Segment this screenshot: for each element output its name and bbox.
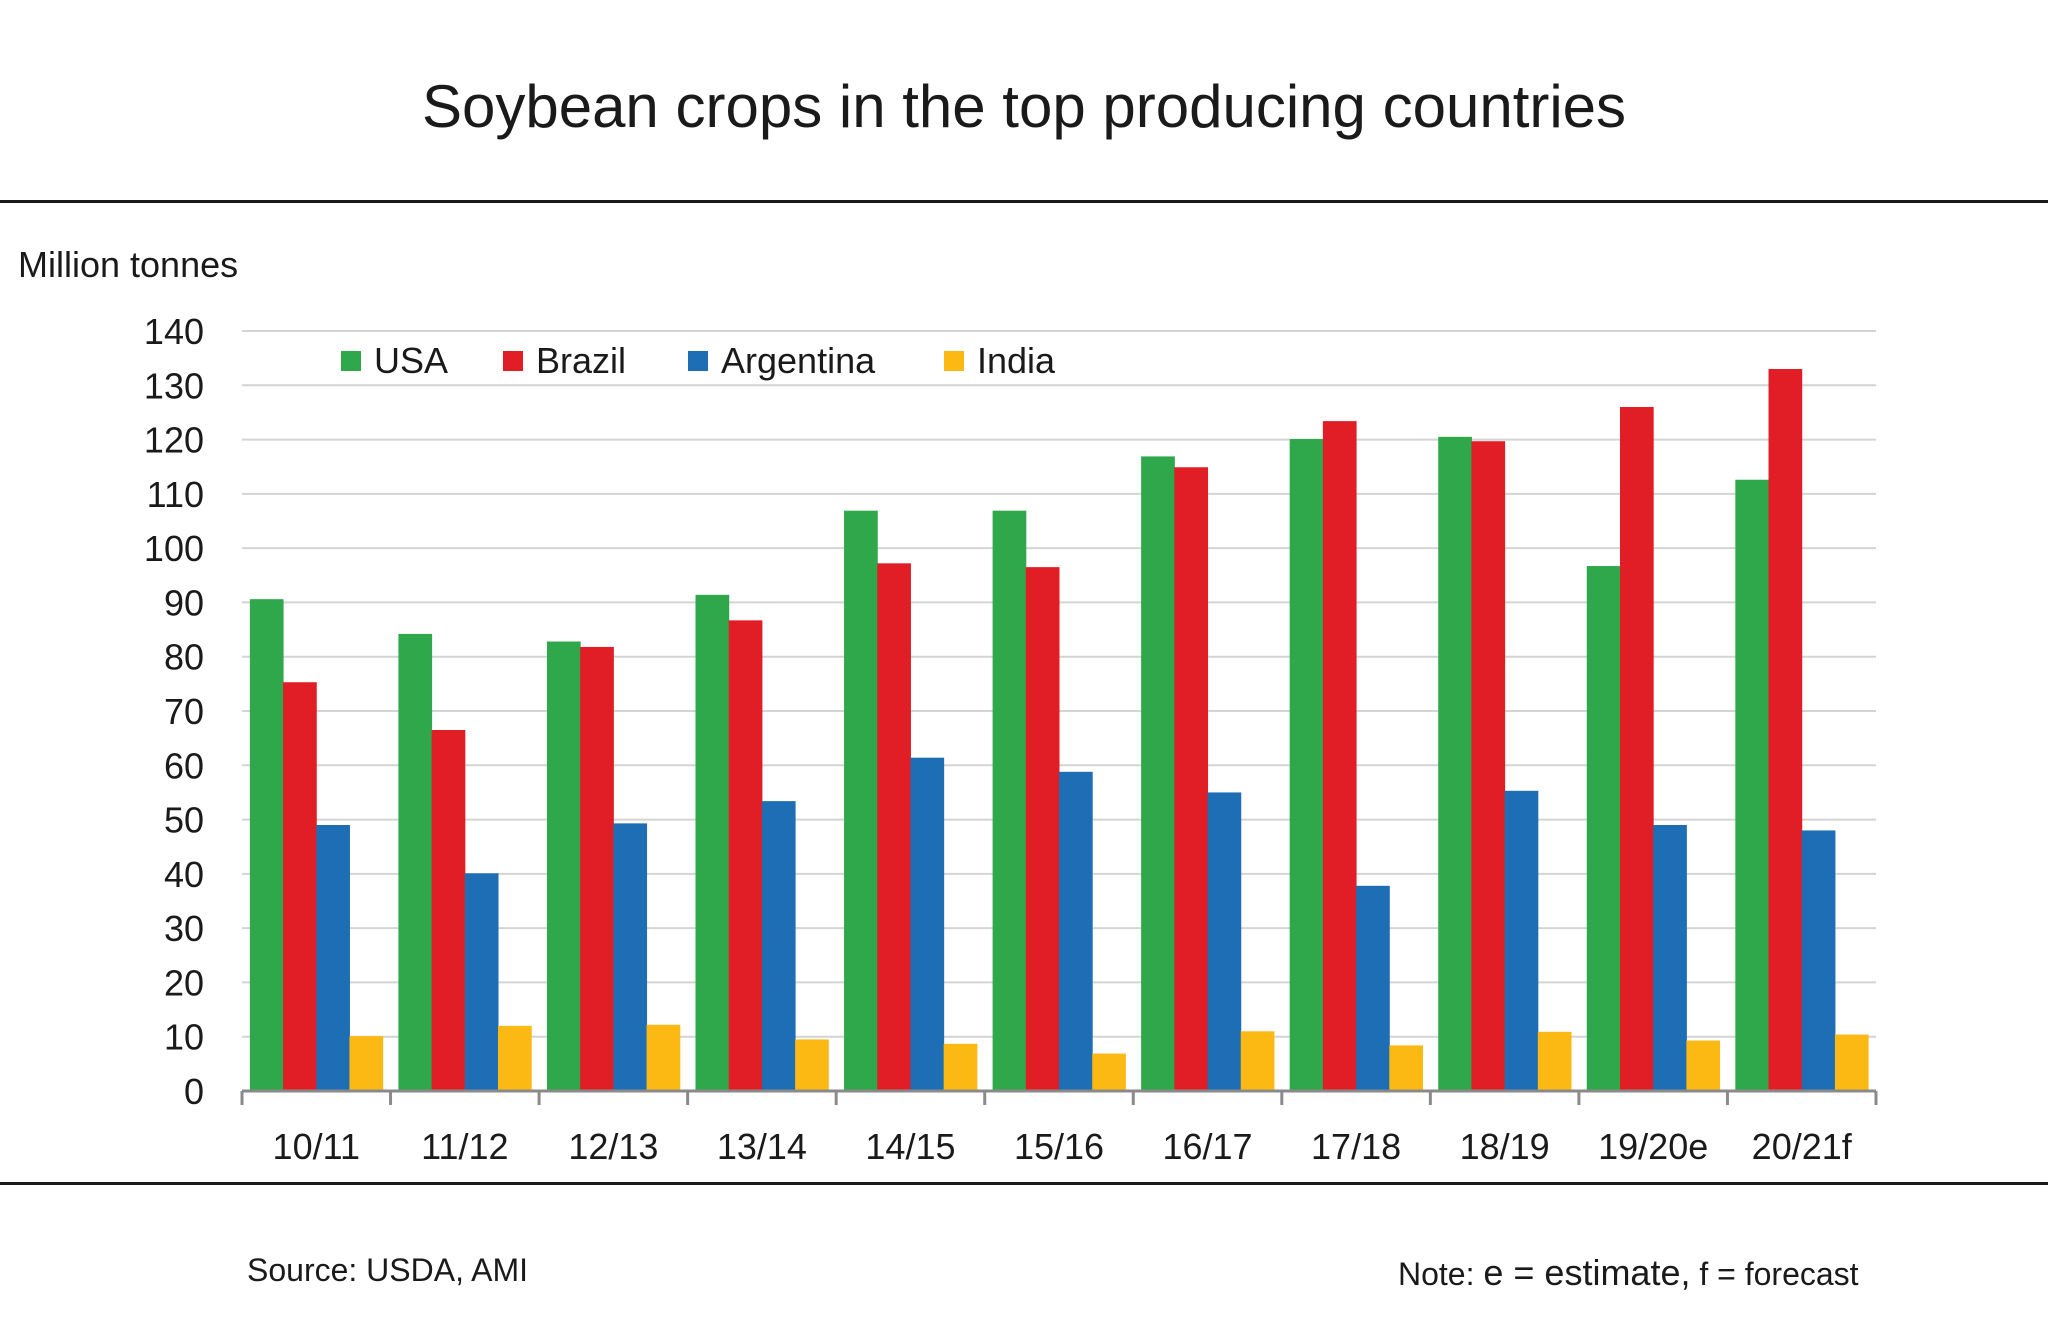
bar-usa xyxy=(844,510,878,1092)
x-axis: 10/11 11/12 12/13 13/14 14/15 15/16 16/17 17/18… xyxy=(240,1089,1878,1167)
bar-brazil xyxy=(580,646,614,1091)
bar-brazil xyxy=(1619,407,1654,1091)
bar-india xyxy=(795,1039,829,1091)
bar-argentina xyxy=(1356,885,1390,1091)
bar-usa xyxy=(1586,566,1621,1091)
bar-usa xyxy=(695,594,730,1091)
bar-argentina xyxy=(1207,792,1242,1091)
y-tick-label: 80 xyxy=(164,637,204,678)
y-tick-label: 130 xyxy=(144,365,204,406)
chart-title: Soybean crops in the top producing count… xyxy=(421,73,1627,140)
y-tick-label: 60 xyxy=(164,745,204,786)
bar-usa xyxy=(992,510,1027,1092)
bar-brazil xyxy=(1025,567,1060,1091)
y-tick-label: 100 xyxy=(144,528,204,569)
legend-swatch-argentina xyxy=(688,351,708,371)
x-tick-label: 13/14 xyxy=(717,1126,807,1167)
bar-usa xyxy=(546,641,581,1091)
bar-india xyxy=(498,1025,532,1091)
source-note: Source: USDA, AMI xyxy=(247,1252,528,1288)
footnote-estimate: e = estimate, xyxy=(1483,1252,1691,1293)
bar-argentina xyxy=(761,801,796,1091)
bar-argentina xyxy=(1059,771,1093,1091)
bar-usa xyxy=(398,633,433,1091)
legend-swatch-brazil xyxy=(503,351,523,371)
bar-argentina xyxy=(1801,830,1836,1091)
bar-chart: 0 10 20 30 40 50 60 70 80 90 100 110 120 130 140 10/11… xyxy=(144,311,1878,1167)
legend: USA Brazil Argentina India xyxy=(341,340,1056,381)
bar-argentina xyxy=(613,823,648,1091)
bar-india xyxy=(1240,1031,1275,1091)
legend-label-india: India xyxy=(977,340,1056,381)
x-tick-label: 12/13 xyxy=(568,1126,658,1167)
footnote: Note: e = estimate, f = forecast xyxy=(1398,1252,1859,1294)
y-axis-ticks: 0 10 20 30 40 50 60 70 80 90 100 110 120 130 140 xyxy=(144,311,204,1112)
y-tick-label: 90 xyxy=(164,582,204,623)
bar-argentina xyxy=(1653,825,1687,1091)
y-axis-unit-label: Million tonnes xyxy=(18,244,239,285)
bar-brazil xyxy=(431,730,466,1091)
bar-india xyxy=(1092,1053,1126,1091)
bar-usa xyxy=(1735,479,1770,1091)
y-tick-label: 0 xyxy=(184,1071,204,1112)
bar-usa xyxy=(249,599,284,1091)
x-tick-label: 16/17 xyxy=(1162,1126,1252,1167)
bar-argentina xyxy=(1504,790,1539,1091)
x-tick-label: 19/20e xyxy=(1598,1126,1708,1167)
bar-brazil xyxy=(1768,369,1803,1091)
bar-india xyxy=(646,1024,681,1091)
bar-argentina xyxy=(464,873,499,1091)
bar-brazil xyxy=(728,620,763,1091)
bar-usa xyxy=(1141,456,1175,1091)
y-tick-label: 10 xyxy=(164,1017,204,1058)
y-tick-label: 20 xyxy=(164,962,204,1003)
bar-india xyxy=(1686,1040,1721,1091)
bar-usa xyxy=(1289,439,1324,1091)
x-tick-label: 10/11 xyxy=(273,1126,360,1167)
y-tick-label: 110 xyxy=(147,474,204,515)
y-tick-label: 40 xyxy=(164,854,204,895)
bar-argentina xyxy=(316,825,350,1091)
y-tick-label: 50 xyxy=(164,800,204,841)
bars xyxy=(249,369,1869,1092)
y-tick-label: 30 xyxy=(164,908,204,949)
legend-swatch-usa xyxy=(341,351,361,371)
x-tick-label: 18/19 xyxy=(1460,1126,1550,1167)
bottom-divider xyxy=(0,1182,2048,1185)
bar-india xyxy=(349,1036,384,1091)
x-tick-label: 11/12 xyxy=(421,1126,508,1167)
bar-brazil xyxy=(1471,441,1506,1091)
y-tick-label: 140 xyxy=(144,311,204,352)
legend-label-usa: USA xyxy=(374,340,448,381)
bar-india xyxy=(943,1043,978,1091)
bar-india xyxy=(1834,1034,1869,1091)
x-tick-label: 14/15 xyxy=(865,1126,955,1167)
bar-brazil xyxy=(1322,421,1357,1092)
bar-argentina xyxy=(910,757,945,1091)
bar-brazil xyxy=(877,563,911,1091)
bar-india xyxy=(1537,1031,1572,1091)
legend-label-brazil: Brazil xyxy=(536,340,626,381)
y-tick-label: 120 xyxy=(144,420,204,461)
top-divider xyxy=(0,200,2048,203)
bar-usa xyxy=(1438,436,1472,1091)
bar-brazil xyxy=(283,682,317,1091)
footnote-prefix: Note: xyxy=(1398,1256,1484,1292)
x-tick-label: 17/18 xyxy=(1311,1126,1401,1167)
x-tick-label: 15/16 xyxy=(1014,1126,1104,1167)
x-tick-label: 20/21f xyxy=(1752,1126,1853,1167)
footnote-forecast: f = forecast xyxy=(1690,1256,1859,1292)
y-tick-label: 70 xyxy=(164,691,204,732)
legend-swatch-india xyxy=(944,351,964,371)
legend-label-argentina: Argentina xyxy=(721,340,876,381)
bar-brazil xyxy=(1174,467,1209,1091)
bar-india xyxy=(1389,1045,1423,1091)
